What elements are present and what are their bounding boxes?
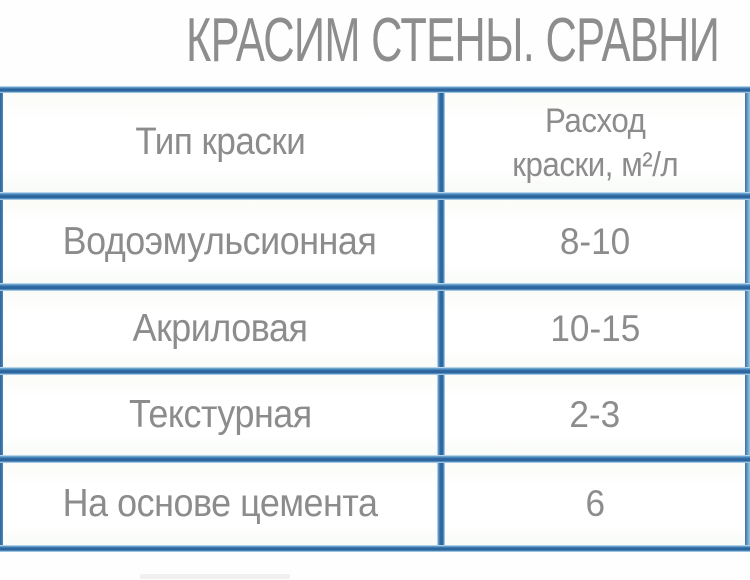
row-separator <box>0 367 750 375</box>
table-left-border <box>0 93 3 192</box>
consumption-value-cell: 10-15 <box>445 291 745 367</box>
consumption-value: 6 <box>585 483 605 524</box>
header-paint-type-label: Тип краски <box>135 121 305 163</box>
table-row: Текстурная 2-3 <box>0 375 750 455</box>
header-consumption-cell: Расход краски, м²/л <box>445 93 745 192</box>
title-area: КРАСИМ СТЕНЫ. СРАВНИ <box>0 0 750 86</box>
consumption-value: 8-10 <box>559 220 631 262</box>
table-row: На основе цемента 6 <box>0 463 750 545</box>
paint-type-label: Водоэмульсионная <box>63 219 377 263</box>
header-consumption-label: Расход краски, м²/л <box>512 99 678 187</box>
cropped-bottom-artifact <box>140 574 290 579</box>
table-right-border <box>745 375 750 455</box>
paint-type-label: Акриловая <box>132 307 308 350</box>
table-right-border <box>745 463 750 545</box>
row-separator <box>0 283 750 291</box>
table-right-border <box>745 291 750 367</box>
paint-type-label: Текстурная <box>128 393 312 436</box>
column-divider <box>437 463 445 545</box>
consumption-value-cell: 6 <box>445 463 745 545</box>
consumption-value: 2-3 <box>569 394 621 435</box>
consumption-value-cell: 2-3 <box>445 375 745 455</box>
table-right-border <box>745 93 750 192</box>
table-top-border <box>0 86 750 93</box>
table-left-border <box>0 375 3 455</box>
row-separator <box>0 192 750 200</box>
column-divider <box>437 291 445 367</box>
paint-consumption-table: Тип краски Расход краски, м²/л Водоэмуль… <box>0 86 750 552</box>
page-title: КРАСИМ СТЕНЫ. СРАВНИ <box>186 6 720 75</box>
consumption-value-cell: 8-10 <box>445 200 745 283</box>
table-row: Акриловая 10-15 <box>0 291 750 367</box>
table-right-border <box>745 200 750 283</box>
paint-type-cell: На основе цемента <box>3 463 437 545</box>
header-consumption-line1: Расход <box>544 101 646 140</box>
table-left-border <box>0 463 3 545</box>
consumption-value: 10-15 <box>550 308 640 349</box>
header-paint-type-cell: Тип краски <box>3 93 437 192</box>
table-left-border <box>0 200 3 283</box>
row-separator <box>0 455 750 463</box>
paint-type-label: На основе цемента <box>62 482 378 525</box>
paint-type-cell: Водоэмульсионная <box>3 200 437 283</box>
paint-type-cell: Текстурная <box>3 375 437 455</box>
table-bottom-border <box>0 545 750 552</box>
paint-type-cell: Акриловая <box>3 291 437 367</box>
table-row: Водоэмульсионная 8-10 <box>0 200 750 283</box>
table-left-border <box>0 291 3 367</box>
table-header-row: Тип краски Расход краски, м²/л <box>0 93 750 192</box>
column-divider <box>437 200 445 283</box>
column-divider <box>437 375 445 455</box>
header-consumption-line2: краски, м²/л <box>511 145 679 184</box>
column-divider <box>437 93 445 192</box>
